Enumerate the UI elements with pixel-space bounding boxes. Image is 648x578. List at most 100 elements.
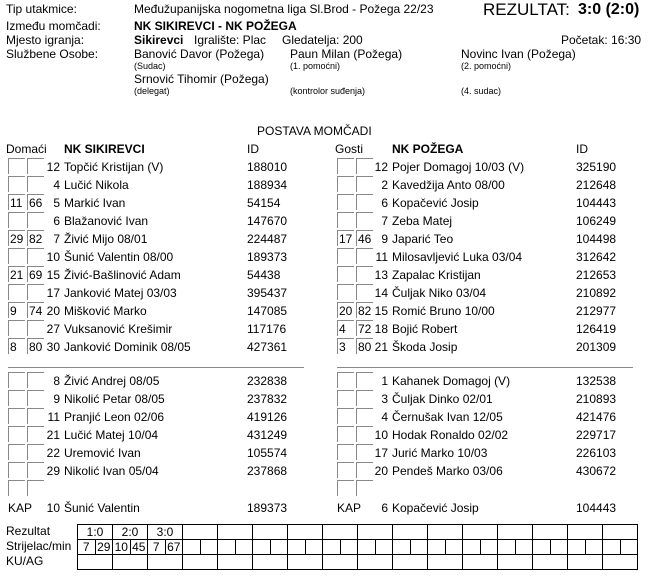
shirt-number: 9: [381, 232, 388, 246]
venue-label: Mjesto igranja:: [6, 33, 85, 47]
scorer-cell: [339, 539, 358, 555]
minute-box: [356, 284, 373, 300]
minute-box: [27, 480, 44, 496]
score-cell: [462, 524, 498, 540]
minute-box: [337, 158, 354, 174]
shirt-number: 30: [46, 340, 60, 354]
minute-box: 11: [8, 194, 25, 210]
player-name: Čuljak Dinko 02/01: [392, 392, 493, 406]
player-id: 126419: [576, 322, 617, 336]
player-name: Pranjić Leon 02/06: [64, 410, 165, 424]
player-name: Nikolić Ivan 05/04: [64, 464, 159, 478]
player-name: Škoda Josip: [392, 340, 458, 354]
minute-box: [27, 444, 44, 460]
captain-label: KAP: [8, 501, 33, 515]
scorer-cell: [269, 539, 288, 555]
ku-ag-cell: [532, 554, 568, 570]
ku-ag-cell: [252, 554, 288, 570]
player-name: Mišković Marko: [64, 304, 147, 318]
goals-row-label: Rezultat: [6, 524, 51, 538]
captain-label: KAP: [337, 501, 362, 515]
goals-table: 1:0 2:0 3:0 7 29 10 45 7 67: [77, 524, 638, 570]
shirt-number: 8: [53, 374, 60, 388]
player-id: 421476: [576, 410, 617, 424]
teams: NK SIKIREVCI - NK POŽEGA: [134, 19, 297, 33]
player-id: 224487: [247, 232, 288, 246]
minute-box: [337, 248, 354, 264]
minute-box: 4: [337, 320, 354, 336]
shirt-number: 2: [381, 178, 388, 192]
official-name: Banović Davor (Požega): [134, 47, 265, 61]
minute-box: [356, 462, 373, 478]
score-cell: [497, 524, 533, 540]
shirt-number: 17: [46, 286, 60, 300]
minute-box: [8, 176, 25, 192]
score-cell: 3:0: [147, 524, 183, 540]
id-header: ID: [576, 142, 588, 156]
minute-box: [8, 212, 25, 228]
player-id: 212977: [576, 304, 617, 318]
result-label: REZULTAT:: [483, 0, 570, 19]
captain-name: Kopačević Josip: [392, 501, 479, 515]
official-name: Srnović Tihomir (Požega): [134, 72, 269, 86]
player-id: 312642: [576, 250, 617, 264]
score-cell: [567, 524, 603, 540]
scorer-cell: [374, 539, 393, 555]
divider: [8, 367, 304, 368]
shirt-number: 6: [53, 214, 60, 228]
minute-box: [8, 480, 25, 496]
shirt-number: 11: [47, 410, 60, 424]
shirt-number: 7: [53, 232, 60, 246]
captain-number: 10: [46, 501, 60, 515]
lineup-title: POSTAVA MOMČADI: [257, 124, 372, 138]
ku-ag-cell: [567, 554, 603, 570]
ku-ag-cell: [392, 554, 428, 570]
player-id: 229717: [576, 428, 617, 442]
player-name: Japarić Teo: [392, 232, 454, 246]
player-id: 237868: [247, 464, 288, 478]
player-id: 237832: [247, 392, 288, 406]
minute-box: [337, 462, 354, 478]
scorer-cell: [182, 539, 201, 555]
score-cell: [427, 524, 463, 540]
scorer-cell: 7: [147, 539, 166, 555]
minute-box: [337, 372, 354, 388]
minute-box: [356, 158, 373, 174]
shirt-number: 10: [374, 428, 388, 442]
player-name: Zeba Matej: [392, 214, 453, 228]
player-name: Janković Dominik 08/05: [64, 340, 191, 354]
minute-box: [27, 426, 44, 442]
scorer-cell: [602, 539, 621, 555]
ku-ag-cell: [602, 554, 638, 570]
score-cell: [252, 524, 288, 540]
shirt-number: 7: [381, 214, 388, 228]
score-cell: [392, 524, 428, 540]
minute-box: [356, 266, 373, 282]
scorer-cell: [409, 539, 428, 555]
result-value: 3:0 (2:0): [578, 1, 640, 18]
player-id: 147670: [247, 214, 288, 228]
spectators: Gledatelja: 200: [282, 33, 363, 47]
ku-ag-cell: [497, 554, 533, 570]
scorer-cell: 7: [77, 539, 96, 555]
minute-box: [8, 158, 25, 174]
scorer-cell: [304, 539, 323, 555]
shirt-number: 13: [374, 268, 388, 282]
minute-box: [356, 408, 373, 424]
shirt-number: 29: [46, 464, 60, 478]
score-cell: [287, 524, 323, 540]
shirt-number: 20: [46, 304, 60, 318]
minute-box: [356, 480, 373, 496]
scorer-cell: [199, 539, 218, 555]
minute-box: [8, 444, 25, 460]
player-name: Kahanek Domagoj (V): [392, 374, 511, 388]
player-name: Kavedžija Anto 08/00: [392, 178, 505, 192]
minute-box: 80: [27, 338, 44, 354]
shirt-number: 3: [381, 392, 388, 406]
player-name: Zapalac Kristijan: [392, 268, 481, 282]
minute-box: 17: [337, 230, 354, 246]
scorer-cell: [514, 539, 533, 555]
scorer-cell: [584, 539, 603, 555]
player-id: 212653: [576, 268, 617, 282]
minute-box: [27, 248, 44, 264]
